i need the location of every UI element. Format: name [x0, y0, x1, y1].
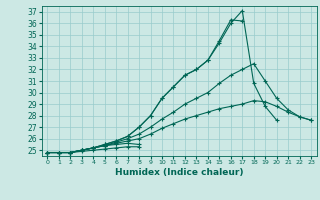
X-axis label: Humidex (Indice chaleur): Humidex (Indice chaleur)	[115, 168, 244, 177]
